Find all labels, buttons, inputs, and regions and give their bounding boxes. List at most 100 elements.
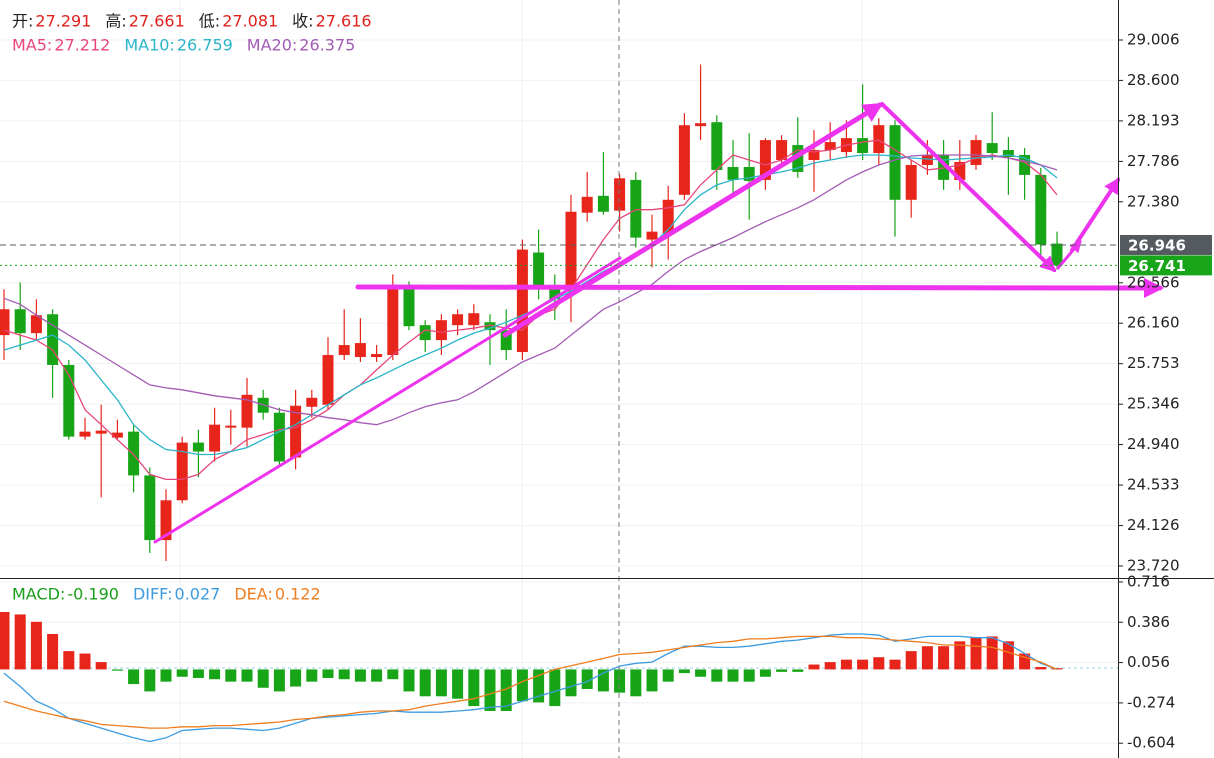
macd-bar [128, 669, 140, 685]
candle-body [435, 320, 447, 341]
macd-bar [857, 659, 869, 670]
candle-body [565, 211, 577, 290]
y-tick-label: 24.940 [1127, 435, 1180, 453]
support-arrow [355, 277, 1164, 298]
candle-body [30, 315, 42, 334]
y-tick-label: 28.600 [1127, 71, 1180, 89]
y-tick-label: -0.274 [1127, 693, 1175, 711]
candle-body [290, 405, 302, 458]
macd-bar [484, 669, 496, 711]
candle-body [338, 345, 350, 356]
legend-value: 26.759 [177, 36, 233, 55]
trend-arrow [1070, 177, 1120, 252]
macd-bar [387, 669, 399, 680]
candle-body [452, 314, 464, 326]
candle-body [516, 249, 528, 353]
y-tick-label: 27.786 [1127, 152, 1180, 170]
macd-bar [873, 657, 885, 670]
candle-body [322, 355, 334, 405]
macd-bar [630, 669, 642, 697]
macd-bar [306, 669, 318, 682]
macd-bar [435, 669, 447, 697]
macd-bar [1019, 653, 1031, 670]
y-tick-label: 26.160 [1127, 314, 1180, 332]
macd-bar [889, 659, 901, 670]
candle-body [614, 178, 626, 211]
macd-bar [79, 653, 91, 670]
macd-bar [144, 669, 156, 692]
macd-bar [678, 669, 690, 674]
candle-body [533, 252, 545, 288]
candle-body [468, 313, 480, 326]
y-tick-label: 0.056 [1127, 653, 1170, 671]
candle-body [47, 314, 59, 365]
legend-label: MA5: [12, 36, 52, 55]
candle-body [759, 140, 771, 180]
candle-body [581, 196, 593, 213]
drawn-arrows [153, 102, 1164, 544]
candle-body [873, 125, 885, 154]
candle-body [95, 430, 107, 434]
macd-bar [727, 669, 739, 682]
macd-bar [452, 669, 464, 699]
y-tick-label: 0.716 [1127, 572, 1170, 590]
ma-line [3, 154, 1058, 456]
candle-body [371, 354, 383, 358]
legend-value: 0.122 [275, 585, 321, 604]
candle-body [597, 195, 609, 212]
candle-body [419, 325, 431, 341]
candle-body [14, 309, 26, 334]
macd-bar [1002, 641, 1014, 670]
macd-bar [824, 662, 836, 670]
macd-bar [533, 669, 545, 703]
candle-body [776, 140, 788, 160]
legend-value: 27.291 [35, 12, 91, 31]
candle-body [792, 145, 804, 172]
candle-body [241, 394, 253, 428]
candle-body [225, 425, 237, 428]
legend-label: MACD: [12, 585, 65, 604]
header-legend: 开: 27.291 高: 27.661 低: 27.081 收: 27.616 MA5: 27.2… [12, 12, 372, 604]
candle-body [160, 500, 172, 541]
macd-bar [257, 669, 269, 688]
price-box [1120, 255, 1212, 276]
macd-bar [241, 669, 253, 682]
trend-line [153, 256, 622, 544]
legend-value: 27.081 [222, 12, 278, 31]
macd-bar [30, 621, 42, 670]
candle-body [176, 442, 188, 501]
macd-bar [47, 633, 59, 670]
macd-bar [192, 669, 204, 678]
macd-bar [808, 664, 820, 670]
y-tick-label: 29.006 [1127, 30, 1180, 48]
candle-body [128, 431, 140, 476]
axis-labels: 29.006 28.600 28.193 27.786 27.380 26.566 26.1… [0, 30, 1212, 752]
y-tick-label: 27.380 [1127, 192, 1180, 210]
candle-body [209, 424, 221, 452]
macd-bar [209, 669, 221, 680]
macd-line [3, 633, 1058, 743]
macd-bar [597, 669, 609, 692]
y-tick-label: 26.566 [1127, 273, 1180, 291]
candle-body [662, 199, 674, 235]
price-box [1120, 234, 1212, 255]
macd-bar [792, 669, 804, 672]
candle-body [111, 432, 123, 438]
macd-bar [776, 669, 788, 672]
y-tick-label: 28.193 [1127, 111, 1180, 129]
macd-bar [743, 669, 755, 682]
legend-label: DEA: [234, 585, 272, 604]
macd-bar [354, 669, 366, 682]
legend-value: 27.661 [129, 12, 185, 31]
macd-bar [614, 669, 626, 693]
candle-body [63, 364, 75, 437]
candle-body [500, 330, 512, 351]
macd-bar [905, 651, 917, 670]
macd-bar [662, 669, 674, 682]
candle-body [824, 142, 836, 151]
macd-bar [986, 636, 998, 670]
legend-value: 0.027 [175, 585, 221, 604]
macd-bar [176, 669, 188, 677]
macd-line [3, 635, 1058, 729]
